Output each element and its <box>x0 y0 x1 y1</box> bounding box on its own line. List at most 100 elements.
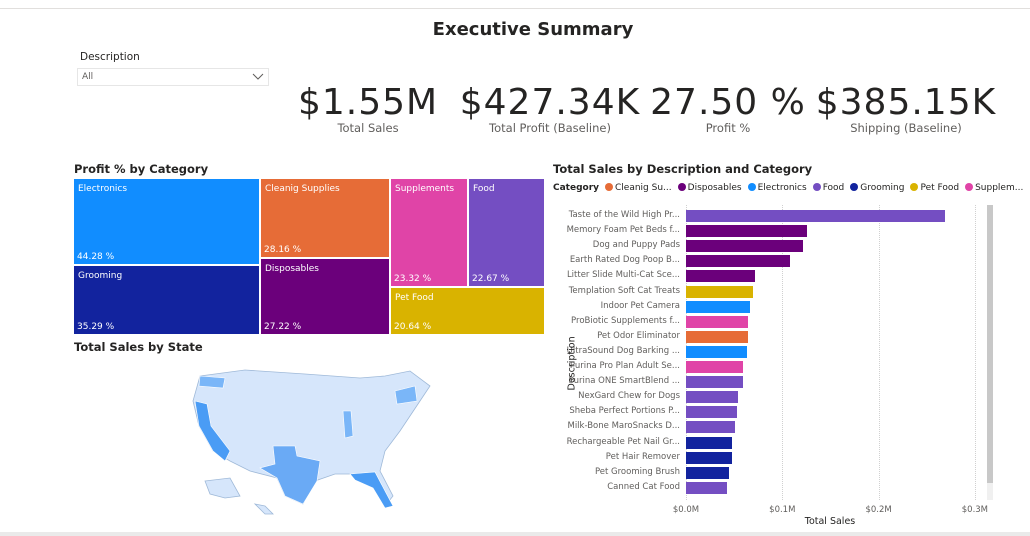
tile-value: 28.16 % <box>264 245 302 255</box>
x-tick-label: $0.2M <box>865 505 892 515</box>
y-tick-label: ProBiotic Supplements f... <box>571 315 680 326</box>
state-california <box>194 400 231 462</box>
bar[interactable] <box>686 436 733 449</box>
legend-dot-icon <box>747 183 756 191</box>
y-tick-label: NexGard Chew for Dogs <box>578 391 680 402</box>
y-tick-label: Purina Pro Plan Adult Se... <box>569 361 680 371</box>
treemap-tile[interactable]: Supplements 23.32 % <box>390 178 468 287</box>
y-tick-label: Purina ONE SmartBlend ... <box>568 376 680 387</box>
kpi-label: Total Sales <box>337 121 399 135</box>
kpi-value: $1.55M <box>297 82 439 123</box>
bar[interactable] <box>686 330 748 343</box>
bar[interactable] <box>686 391 738 404</box>
chart-legend: Category Cleanig Su... Disposables Electro… <box>553 183 1023 193</box>
tile-name: Electronics <box>78 184 128 194</box>
legend-item[interactable]: Supplem... <box>965 183 1023 193</box>
legend-item[interactable]: Disposables <box>677 183 742 193</box>
y-tick-label: Sheba Perfect Portions P... <box>569 406 680 417</box>
state-florida <box>349 471 394 509</box>
x-axis-title: Total Sales <box>804 516 856 527</box>
tile-name: Food <box>473 184 495 194</box>
page-title: Executive Summary <box>432 19 634 40</box>
y-tick-label: Pet Hair Remover <box>605 451 680 462</box>
legend-dot-icon <box>965 183 974 191</box>
chevron-down-icon <box>252 73 264 80</box>
y-tick-label: Milk-Bone MaroSnacks D... <box>567 421 680 432</box>
legend-item[interactable]: Pet Food <box>910 183 959 193</box>
legend-item[interactable]: Electronics <box>747 183 807 193</box>
gridline <box>974 205 976 500</box>
tile-name: Cleanig Supplies <box>265 184 340 194</box>
x-tick-label: $0.3M <box>961 505 989 515</box>
kpi-value: $385.15K <box>815 82 997 123</box>
tile-name: Supplements <box>395 184 455 194</box>
bar[interactable] <box>686 421 736 434</box>
legend-label: Electronics <box>757 183 807 193</box>
y-tick-label: Earth Rated Dog Poop B... <box>569 255 680 266</box>
bar[interactable] <box>686 300 750 313</box>
bar[interactable] <box>686 466 730 479</box>
state-new-york <box>394 385 418 405</box>
treemap-tile[interactable]: Disposables 27.22 % <box>260 258 390 335</box>
y-axis-title: Description <box>566 336 578 391</box>
legend-item[interactable]: Cleanig Su... <box>605 183 672 193</box>
x-tick-label: $0.0M <box>672 505 700 515</box>
kpi-shipping: $385.15K Shipping (Baseline) <box>806 82 1006 135</box>
tile-value: 23.32 % <box>394 274 432 284</box>
y-tick-label: Rechargeable Pet Nail Gr... <box>566 436 680 447</box>
legend-dot-icon <box>850 183 859 191</box>
map-title: Total Sales by State <box>74 340 203 354</box>
bottom-bar <box>0 532 1030 536</box>
state-washington <box>198 375 226 389</box>
legend-item[interactable]: Food <box>812 183 844 193</box>
y-tick-label: Dog and Puppy Pads <box>592 240 680 251</box>
bar-chart-title: Total Sales by Description and Category <box>553 162 813 176</box>
treemap-tile[interactable]: Electronics 44.28 % <box>73 178 260 265</box>
y-tick-label: Indoor Pet Camera <box>600 300 680 311</box>
chart-scrollbar[interactable] <box>987 205 993 500</box>
tile-name: Grooming <box>78 271 123 281</box>
gridline <box>878 205 880 500</box>
bar[interactable] <box>686 270 756 283</box>
legend-dot-icon <box>812 183 821 191</box>
scrollbar-thumb[interactable] <box>987 205 993 483</box>
gridline <box>782 205 784 500</box>
tile-value: 22.67 % <box>472 274 510 284</box>
treemap-tile[interactable]: Grooming 35.29 % <box>73 265 260 335</box>
legend-dot-icon <box>910 183 919 191</box>
legend-item[interactable]: Grooming <box>850 183 904 193</box>
kpi-profit-pct: 27.50 % Profit % <box>628 82 828 135</box>
bar[interactable] <box>686 285 754 298</box>
bar[interactable] <box>686 225 808 238</box>
bar[interactable] <box>686 451 733 464</box>
bar[interactable] <box>686 210 946 222</box>
kpi-total-profit: $427.34K Total Profit (Baseline) <box>450 82 650 135</box>
treemap-tile[interactable]: Cleanig Supplies 28.16 % <box>260 178 390 258</box>
bar[interactable] <box>686 255 790 268</box>
bar[interactable] <box>686 406 738 419</box>
state-hawaii <box>253 503 274 515</box>
bar[interactable] <box>686 481 728 494</box>
bar[interactable] <box>686 361 743 373</box>
treemap-tile[interactable]: Food 22.67 % <box>468 178 545 287</box>
y-tick-label: UltraSound Dog Barking ... <box>566 345 680 356</box>
tile-name: Pet Food <box>395 293 434 303</box>
y-tick-label: Canned Cat Food <box>607 481 680 492</box>
us-state-map[interactable] <box>185 356 445 521</box>
y-tick-label: Taste of the Wild High Pr... <box>568 210 680 220</box>
bar[interactable] <box>686 315 748 328</box>
kpi-label: Shipping (Baseline) <box>850 121 962 135</box>
y-tick-label: Memory Foam Pet Beds f... <box>566 225 680 236</box>
state-texas <box>259 445 321 505</box>
top-bar <box>0 0 1030 9</box>
legend-label: Cleanig Su... <box>615 183 672 193</box>
treemap-tile[interactable]: Pet Food 20.64 % <box>390 287 545 335</box>
bar[interactable] <box>686 376 743 389</box>
legend-label: Pet Food <box>920 183 960 193</box>
legend-label: Grooming <box>860 183 905 193</box>
tile-value: 35.29 % <box>77 322 115 332</box>
kpi-total-sales: $1.55M Total Sales <box>268 82 468 135</box>
bar[interactable] <box>686 240 803 253</box>
description-slicer-dropdown[interactable]: All <box>77 68 269 86</box>
bar[interactable] <box>686 345 747 358</box>
